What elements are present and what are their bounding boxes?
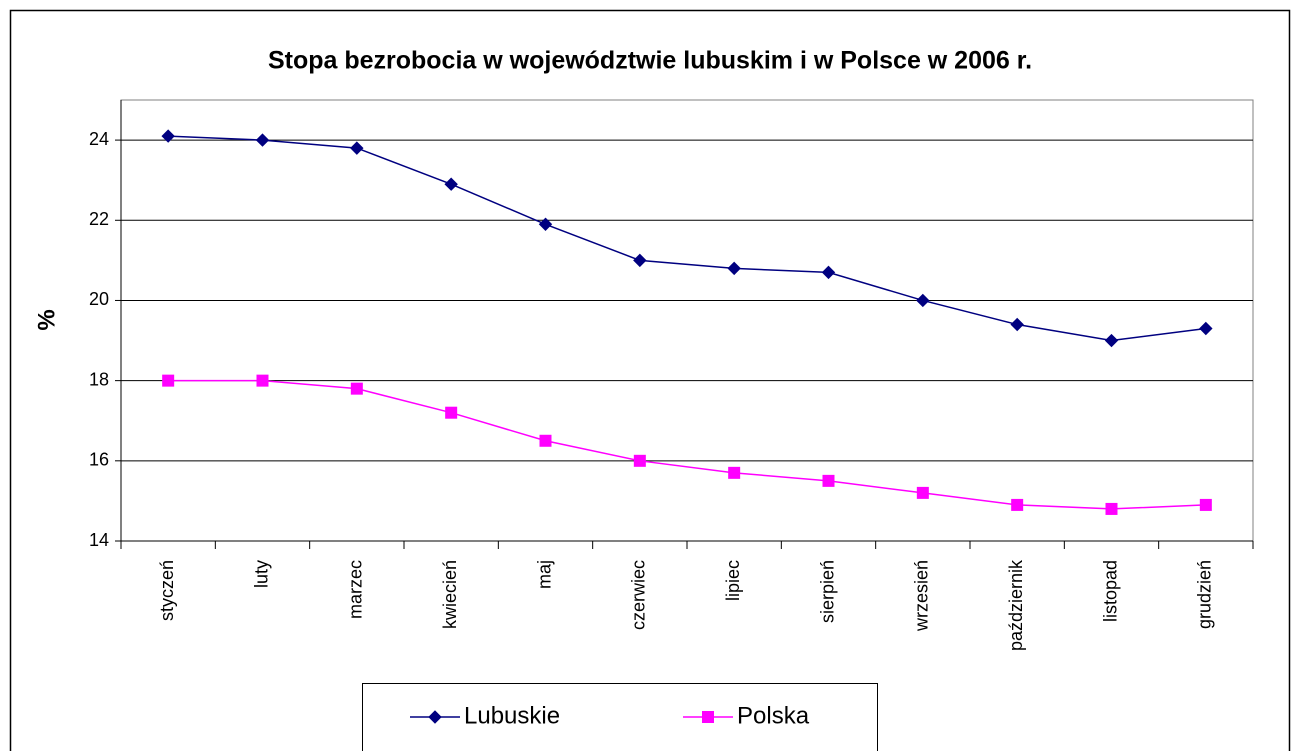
x-tick-label: lipiec: [723, 560, 743, 601]
y-axis-label: %: [33, 309, 60, 330]
y-tick-label: 22: [89, 209, 109, 229]
x-tick-label: sierpień: [817, 560, 837, 623]
x-tick-label: grudzień: [1195, 560, 1215, 629]
data-point: [633, 253, 647, 268]
legend-marker: [702, 711, 714, 723]
data-point: [1104, 333, 1119, 348]
legend-label: Polska: [737, 702, 810, 729]
data-point: [445, 406, 458, 419]
data-point: [350, 141, 364, 155]
data-point: [350, 382, 363, 395]
y-tick-label: 14: [89, 530, 109, 550]
data-point: [916, 293, 930, 308]
plot-area: [120, 99, 1254, 542]
data-point: [728, 466, 741, 479]
series-line: [168, 379, 1206, 510]
data-point: [538, 217, 553, 231]
data-point: [1011, 498, 1024, 511]
data-point: [821, 265, 836, 280]
data-point: [1010, 317, 1024, 332]
x-tick-label: listopad: [1100, 560, 1120, 622]
data-point: [1199, 321, 1213, 336]
data-point: [161, 129, 175, 143]
data-point: [1105, 502, 1118, 515]
x-tick-label: maj: [534, 560, 554, 589]
data-point: [1199, 498, 1212, 511]
data-point: [539, 434, 552, 447]
legend-marker: [428, 710, 442, 724]
x-tick-label: wrzesień: [912, 560, 932, 632]
y-tick-label: 16: [89, 450, 109, 470]
data-point: [822, 474, 835, 487]
series-line: [168, 135, 1206, 342]
data-point: [162, 374, 175, 387]
data-point: [444, 177, 458, 191]
data-point: [727, 261, 741, 276]
x-tick-label: styczeń: [157, 560, 177, 621]
x-tick-label: czerwiec: [629, 560, 649, 630]
y-tick-label: 24: [89, 129, 109, 149]
chart-title: Stopa bezrobocia w województwie lubuskim…: [268, 47, 1032, 75]
y-tick-label: 20: [89, 289, 109, 309]
y-tick-label: 18: [89, 369, 109, 389]
x-tick-label: luty: [251, 560, 271, 588]
data-point: [255, 133, 270, 147]
data-point: [633, 454, 646, 467]
data-point: [916, 486, 929, 499]
legend-label: Lubuskie: [464, 702, 560, 729]
x-tick-label: marzec: [346, 560, 366, 619]
x-tick-label: październik: [1006, 559, 1026, 651]
data-point: [256, 374, 269, 387]
x-tick-label: kwiecień: [440, 560, 460, 629]
